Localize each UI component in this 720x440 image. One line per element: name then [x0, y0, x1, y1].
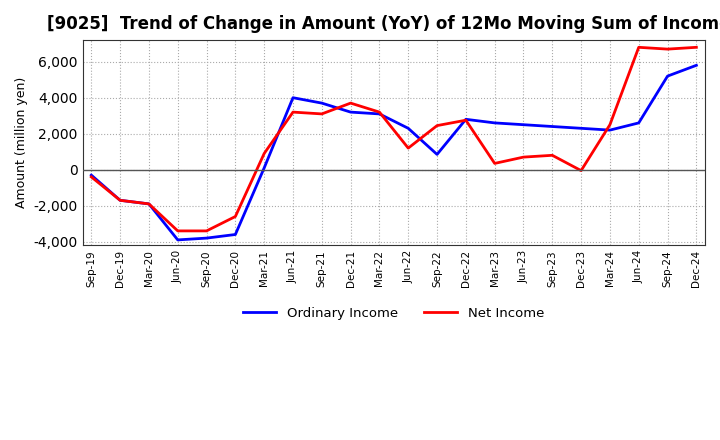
Ordinary Income: [519, 122, 528, 127]
Ordinary Income: [404, 126, 413, 131]
Ordinary Income: [145, 201, 153, 206]
Ordinary Income: [577, 126, 585, 131]
Net Income: [289, 110, 297, 115]
Y-axis label: Amount (million yen): Amount (million yen): [15, 77, 28, 208]
Net Income: [404, 146, 413, 151]
Net Income: [692, 45, 701, 50]
Ordinary Income: [289, 95, 297, 100]
Net Income: [577, 168, 585, 173]
Net Income: [174, 228, 182, 234]
Net Income: [462, 117, 470, 123]
Net Income: [87, 174, 96, 180]
Ordinary Income: [663, 73, 672, 79]
Net Income: [606, 122, 614, 127]
Ordinary Income: [174, 237, 182, 242]
Title: [9025]  Trend of Change in Amount (YoY) of 12Mo Moving Sum of Incomes: [9025] Trend of Change in Amount (YoY) o…: [47, 15, 720, 33]
Net Income: [634, 45, 643, 50]
Net Income: [145, 201, 153, 206]
Ordinary Income: [260, 165, 269, 171]
Ordinary Income: [346, 110, 355, 115]
Ordinary Income: [318, 100, 326, 106]
Net Income: [519, 154, 528, 160]
Net Income: [663, 47, 672, 52]
Net Income: [202, 228, 211, 234]
Net Income: [346, 100, 355, 106]
Ordinary Income: [462, 117, 470, 122]
Line: Ordinary Income: Ordinary Income: [91, 65, 696, 240]
Ordinary Income: [375, 111, 384, 117]
Net Income: [490, 161, 499, 166]
Legend: Ordinary Income, Net Income: Ordinary Income, Net Income: [238, 301, 549, 325]
Ordinary Income: [433, 152, 441, 157]
Ordinary Income: [87, 172, 96, 178]
Net Income: [375, 110, 384, 115]
Ordinary Income: [116, 198, 125, 203]
Net Income: [433, 123, 441, 128]
Ordinary Income: [231, 232, 240, 237]
Net Income: [318, 111, 326, 117]
Net Income: [260, 151, 269, 156]
Ordinary Income: [548, 124, 557, 129]
Ordinary Income: [606, 128, 614, 133]
Ordinary Income: [490, 120, 499, 125]
Net Income: [548, 153, 557, 158]
Net Income: [231, 214, 240, 219]
Ordinary Income: [634, 120, 643, 125]
Line: Net Income: Net Income: [91, 48, 696, 231]
Net Income: [116, 198, 125, 203]
Ordinary Income: [202, 235, 211, 241]
Ordinary Income: [692, 62, 701, 68]
